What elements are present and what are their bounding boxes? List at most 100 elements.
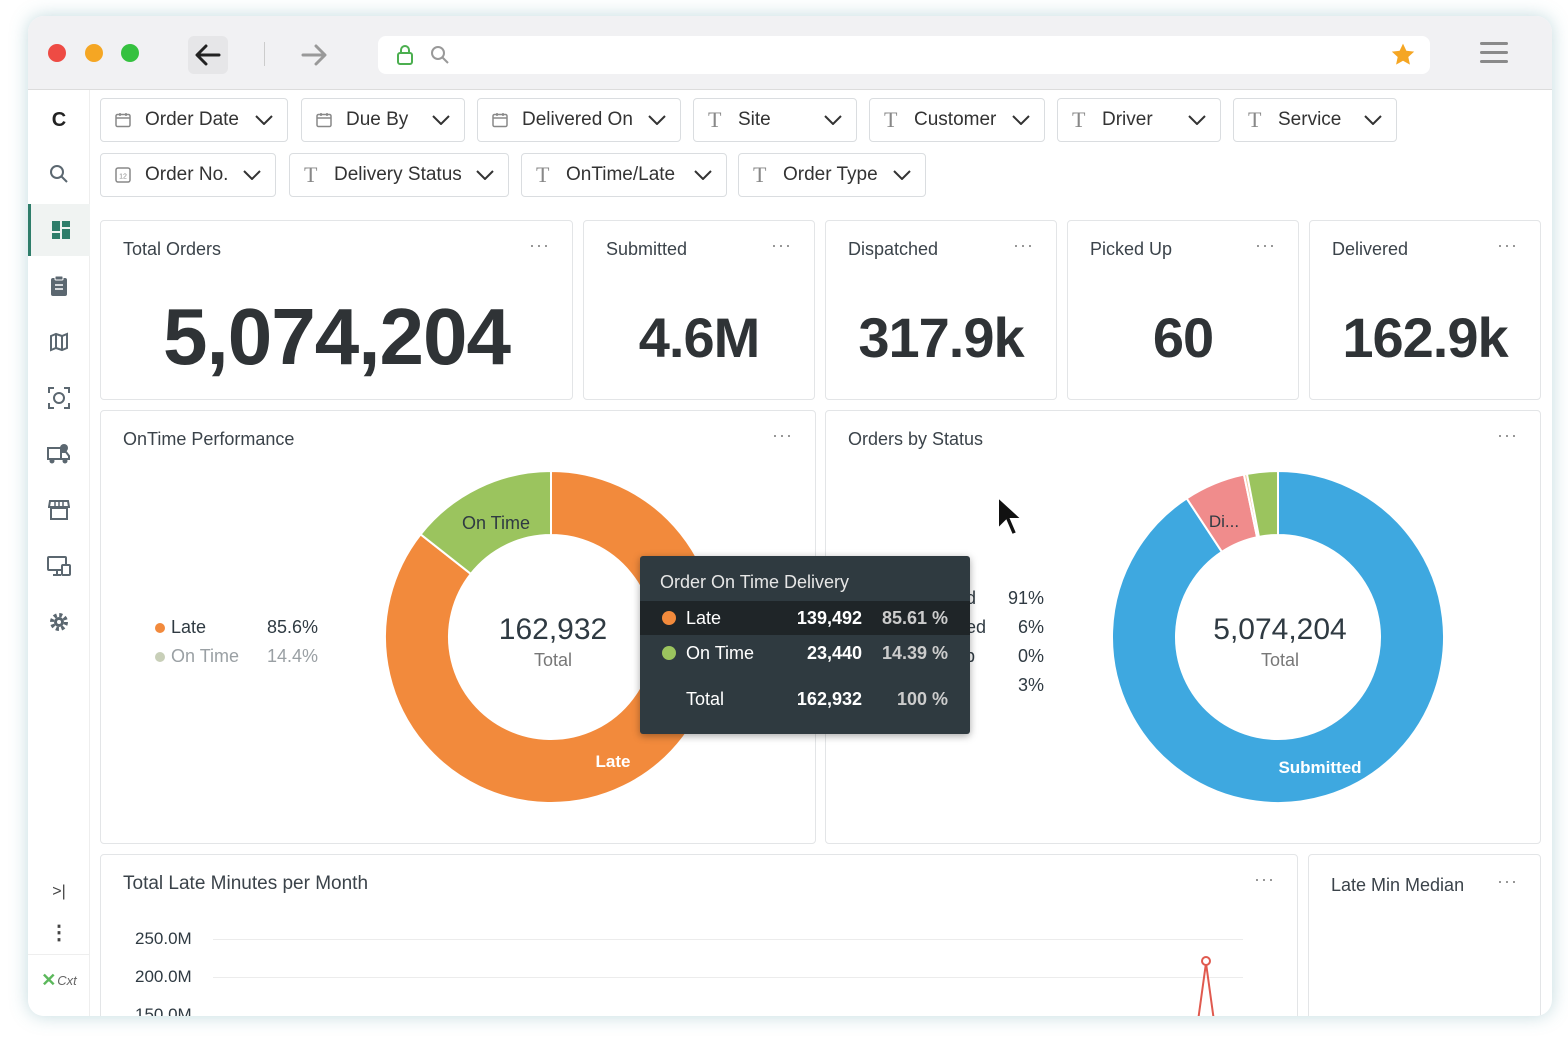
donut-center-label: Total	[1261, 650, 1299, 670]
sidebar-item-search[interactable]	[28, 148, 90, 200]
close-window-button[interactable]	[48, 44, 66, 62]
bookmark-star-icon[interactable]	[1390, 42, 1416, 68]
card-more-button[interactable]: ···	[1497, 871, 1518, 891]
sidebar-item-scan[interactable]	[28, 372, 90, 424]
sidebar-item-map[interactable]	[28, 316, 90, 368]
sidebar-item-orders[interactable]	[28, 260, 90, 312]
tooltip-row-count: 162,932	[796, 689, 862, 709]
chart-tooltip: Order On Time Delivery Late 139,492 85.6…	[640, 556, 970, 734]
forward-button[interactable]	[294, 36, 334, 74]
minimize-window-button[interactable]	[85, 44, 103, 62]
donut-slice-submitted[interactable]	[1111, 469, 1445, 804]
card-title: Total Late Minutes per Month	[123, 873, 369, 894]
chevron-down-icon	[818, 115, 848, 125]
card-more-button[interactable]: ···	[771, 235, 792, 255]
legend-item-ontime[interactable]: On Time 14.4%	[155, 646, 318, 667]
tooltip-row-late: Late 139,492 85.61 %	[640, 601, 970, 635]
legend-value: 91%	[1008, 588, 1045, 608]
tooltip-row-total: Total 162,932 100 %	[640, 682, 970, 716]
filter-due-by[interactable]: Due By	[301, 98, 465, 142]
sidebar-item-store[interactable]	[28, 484, 90, 536]
tooltip-title: Order On Time Delivery	[660, 572, 850, 592]
dashboard-icon	[51, 221, 70, 239]
chevron-down-icon	[887, 170, 917, 180]
tooltip-row-count: 23,440	[806, 643, 862, 663]
filter-label: Delivery Status	[334, 164, 462, 185]
tooltip-row-ontime: On Time 23,440 14.39 %	[640, 636, 970, 670]
kpi-card-delivered: Delivered ··· 162.9k	[1309, 220, 1541, 400]
clipboard-icon	[51, 275, 67, 296]
filter-service[interactable]: T Service	[1233, 98, 1397, 142]
back-button[interactable]	[188, 36, 228, 74]
scan-icon	[48, 387, 70, 409]
filter-order-date[interactable]: Order Date	[100, 98, 288, 142]
late-minutes-card: Total Late Minutes per Month ··· 250.0M …	[100, 854, 1298, 1016]
filter-driver[interactable]: T Driver	[1057, 98, 1221, 142]
app-sidebar: C >| ⋮ ✕ Cxt	[28, 90, 90, 1016]
ontime-donut-chart: On Time Late 162,932 Total	[384, 469, 718, 804]
more-options-button[interactable]: ⋮	[49, 921, 69, 944]
address-bar[interactable]	[378, 36, 1430, 74]
filter-customer[interactable]: T Customer	[869, 98, 1045, 142]
browser-toolbar	[28, 16, 1552, 90]
card-more-button[interactable]: ···	[529, 235, 550, 255]
chevron-down-icon	[1182, 115, 1212, 125]
card-more-button[interactable]: ···	[1013, 235, 1034, 255]
sidebar-item-dashboard[interactable]	[28, 204, 90, 256]
donut-slice-ontime[interactable]	[419, 469, 552, 576]
filter-delivered-on[interactable]: Delivered On	[477, 98, 681, 142]
tooltip-row-pct: 85.61 %	[881, 608, 948, 628]
sidebar-item-settings[interactable]	[28, 596, 90, 648]
card-more-button[interactable]: ···	[1255, 235, 1276, 255]
chevron-down-icon	[249, 115, 279, 125]
filter-order-type[interactable]: T Order Type	[738, 153, 926, 197]
donut-slice-delivered[interactable]	[1245, 469, 1279, 538]
browser-menu-icon[interactable]	[1480, 42, 1508, 69]
card-more-button[interactable]: ···	[1497, 425, 1518, 445]
filter-label: Order Date	[145, 109, 239, 130]
legend-value: 6%	[1018, 617, 1045, 637]
app-switcher[interactable]: C	[51, 108, 67, 131]
card-more-button[interactable]: ···	[1497, 235, 1518, 255]
sidebar-item-monitor[interactable]	[28, 540, 90, 592]
kpi-value: 162.9k	[1342, 306, 1508, 369]
store-icon	[48, 500, 70, 520]
app-logo: ✕ Cxt	[28, 954, 90, 1006]
donut-center-value: 5,074,204	[1213, 613, 1346, 646]
text-icon: T	[884, 107, 898, 132]
legend-item-late[interactable]: Late 85.6%	[155, 617, 318, 638]
kpi-card-picked-up: Picked Up ··· 60	[1067, 220, 1299, 400]
sidebar-item-delivery[interactable]	[28, 428, 90, 480]
svg-text:12: 12	[119, 174, 127, 181]
filter-label: Order Type	[783, 164, 878, 185]
arrow-right-icon	[301, 44, 327, 66]
collapse-sidebar-button[interactable]: >|	[52, 883, 66, 900]
card-title: Late Min Median	[1331, 875, 1465, 895]
card-more-button[interactable]: ···	[772, 425, 793, 445]
legend-dot	[155, 623, 165, 633]
logo-text: Cxt	[57, 973, 77, 988]
search-icon	[50, 165, 68, 183]
filter-delivery-status[interactable]: T Delivery Status	[289, 153, 509, 197]
legend-label: Late	[171, 617, 207, 637]
tooltip-row-name: Total	[686, 689, 725, 709]
filter-site[interactable]: T Site	[693, 98, 857, 142]
legend-label: On Time	[171, 646, 240, 666]
tooltip-row-pct: 100 %	[896, 689, 948, 709]
tooltip-row-name: Late	[686, 608, 722, 628]
logo-mark: ✕	[41, 970, 57, 990]
y-tick-label: 250.0M	[135, 929, 192, 948]
text-icon: T	[708, 107, 722, 132]
legend-value: 14.4%	[267, 646, 319, 666]
card-more-button[interactable]: ···	[1254, 869, 1275, 889]
filter-label: Customer	[914, 109, 997, 130]
filter-order-no[interactable]: 12 Order No.	[100, 153, 276, 197]
maximize-window-button[interactable]	[121, 44, 139, 62]
late-minutes-line	[1197, 956, 1215, 1016]
status-donut-chart: Di... Submitted 5,074,204 Total	[1111, 469, 1445, 804]
filter-ontime-late[interactable]: T OnTime/Late	[521, 153, 727, 197]
lock-icon	[397, 45, 413, 65]
kpi-card-submitted: Submitted ··· 4.6M	[583, 220, 815, 400]
chevron-down-icon	[1006, 115, 1036, 125]
y-gridline	[213, 977, 1243, 978]
